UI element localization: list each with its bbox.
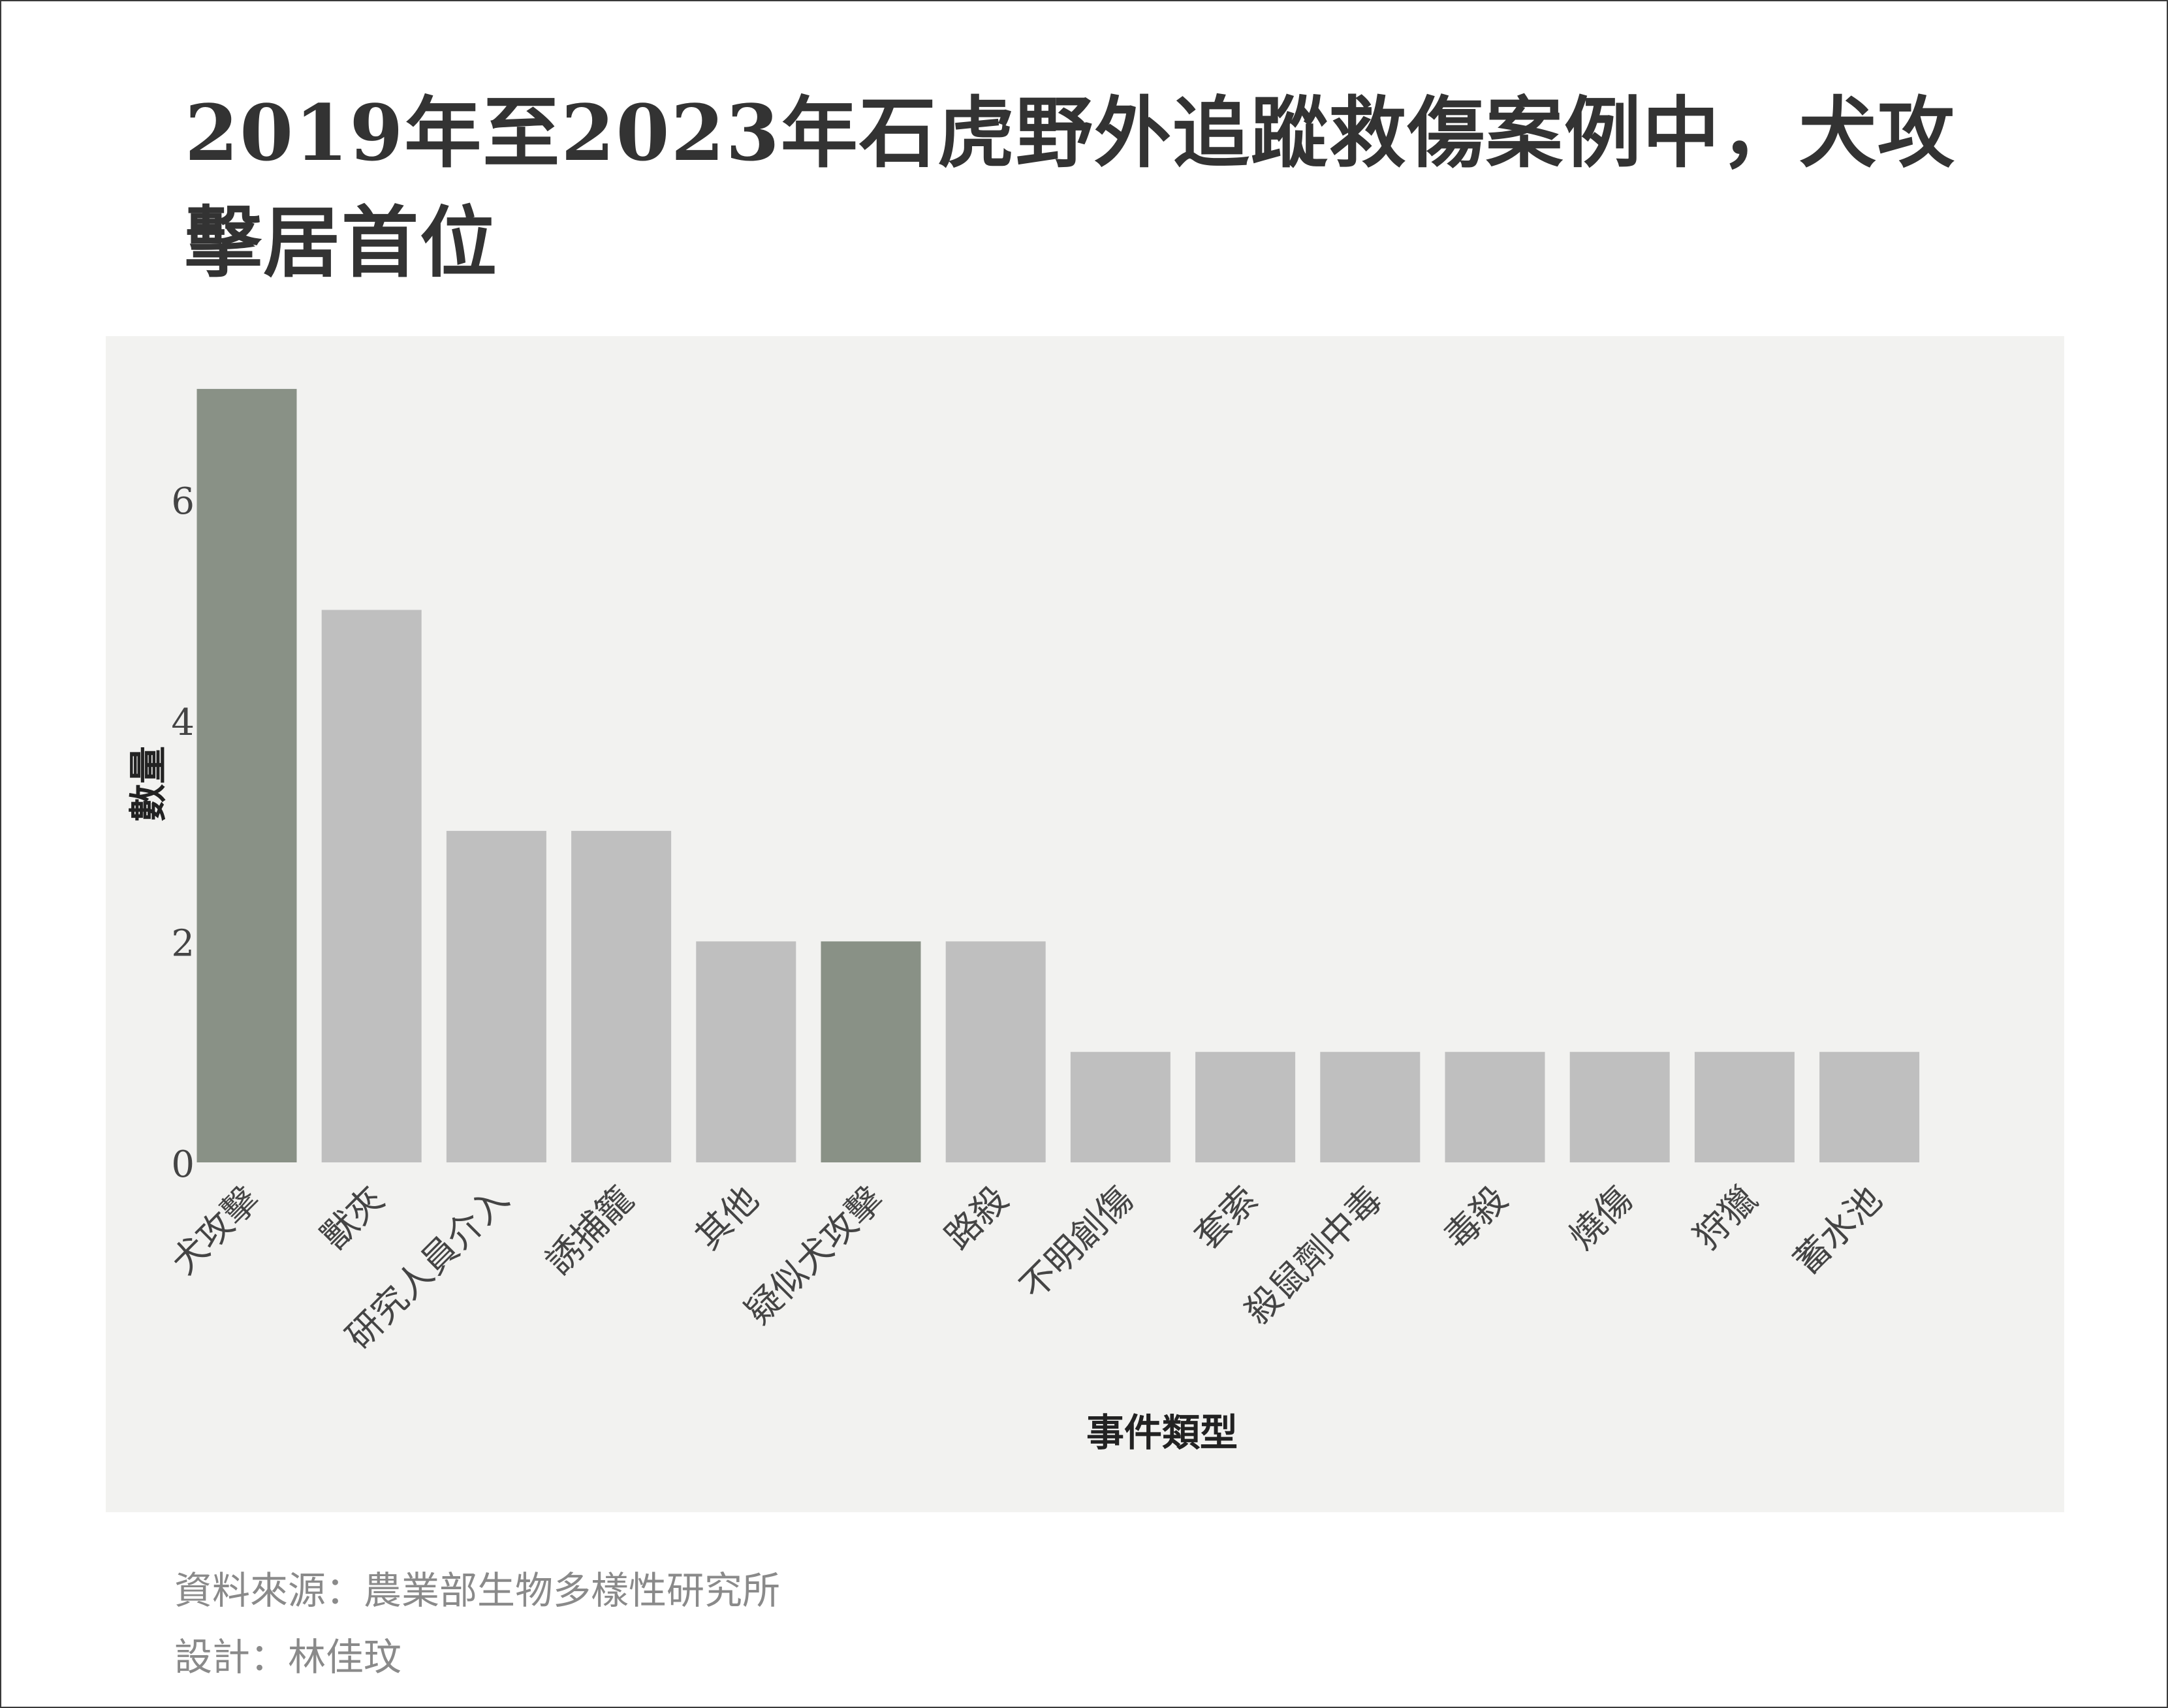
bar-series <box>196 388 1920 1162</box>
y-tick-label: 0 <box>171 1143 195 1186</box>
x-tick-label: 犬攻擊 <box>163 1179 267 1282</box>
bar-13 <box>1819 1051 1920 1162</box>
chart-title: 2019年至2023年石虎野外追蹤救傷案例中，犬攻擊居首位 <box>185 87 1956 288</box>
x-tick-label: 狩獵 <box>1686 1179 1765 1258</box>
bar-6 <box>945 941 1046 1162</box>
bar-0 <box>196 388 297 1162</box>
bar-8 <box>1195 1051 1296 1162</box>
y-axis-label: 數量 <box>126 746 170 822</box>
bar-chart: 0246 犬攻擊 獸夾研究人員介入 誘捕籠 其他疑似犬攻擊 路殺不明創傷 套索殺鼠劑中毒毒… <box>126 388 1920 1455</box>
bar-10 <box>1445 1051 1545 1162</box>
x-axis-label: 事件類型 <box>1086 1410 1238 1455</box>
bar-5 <box>821 941 921 1162</box>
bar-9 <box>1320 1051 1421 1162</box>
x-tick-label: 蓄水池 <box>1786 1179 1890 1282</box>
y-tick-label: 6 <box>171 480 195 523</box>
bar-7 <box>1070 1051 1170 1162</box>
data-source-note: 資料來源：農業部生物多樣性研究所 <box>174 1568 781 1613</box>
y-axis-ticks: 0 2 4 6 <box>171 480 195 1186</box>
x-tick-label: 疑似犬攻擊 <box>738 1179 891 1332</box>
x-tick-label: 路殺 <box>937 1179 1016 1258</box>
bar-1 <box>321 610 422 1162</box>
x-tick-label: 不明創傷 <box>1012 1179 1140 1307</box>
y-tick-label: 2 <box>171 922 195 965</box>
x-tick-label: 殺鼠劑中毒 <box>1237 1179 1390 1332</box>
y-tick-label: 4 <box>171 702 195 744</box>
x-tick-label: 其他 <box>687 1179 766 1258</box>
bar-11 <box>1569 1051 1670 1162</box>
x-tick-label: 誘捕籠 <box>538 1179 642 1282</box>
x-tick-label: 套索 <box>1187 1179 1266 1258</box>
bar-12 <box>1694 1051 1795 1162</box>
bar-2 <box>446 831 546 1162</box>
bar-4 <box>696 941 796 1162</box>
designer-credit: 設計：林佳玟 <box>174 1635 402 1679</box>
x-tick-label: 燒傷 <box>1561 1179 1640 1258</box>
x-tick-label: 獸夾 <box>313 1179 392 1258</box>
bar-3 <box>571 831 672 1162</box>
x-tick-label: 毒殺 <box>1436 1179 1515 1258</box>
